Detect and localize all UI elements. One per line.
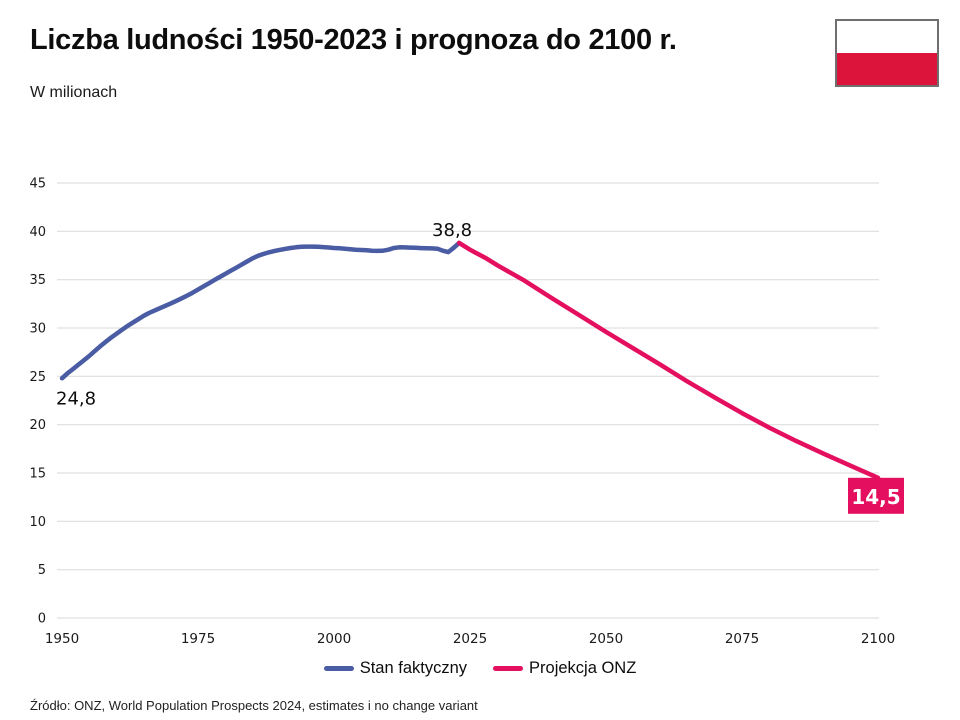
x-axis-tick-label: 2100	[861, 631, 895, 647]
poland-flag-icon	[835, 19, 939, 87]
flag-white-stripe	[837, 21, 937, 53]
y-axis-tick-label: 35	[29, 273, 46, 288]
y-axis-tick-label: 5	[38, 563, 46, 578]
y-axis-tick-label: 15	[29, 467, 46, 482]
x-axis-tick-label: 1975	[181, 631, 215, 647]
y-axis-tick-label: 0	[38, 612, 46, 627]
page-subtitle: W milionach	[30, 84, 118, 101]
legend-item-stan-faktyczny: Stan faktyczny	[323, 659, 468, 678]
y-axis-tick-label: 10	[29, 515, 46, 530]
x-axis-tick-label: 2050	[589, 631, 623, 647]
legend-swatch-pink-icon	[493, 666, 524, 671]
y-axis-tick-label: 30	[29, 322, 46, 337]
peak-value-label: 38,8	[432, 220, 472, 241]
y-axis-tick-label: 40	[29, 225, 46, 240]
x-axis-tick-label: 2075	[725, 631, 759, 647]
series-line-stan-faktyczny	[59, 240, 462, 381]
legend-label-projekcja-onz: Projekcja ONZ	[529, 659, 637, 677]
y-axis-tick-label: 25	[29, 370, 46, 385]
start-value-label: 24,8	[56, 388, 96, 409]
series-line-projekcja-onz	[456, 240, 881, 481]
x-axis-tick-label: 2000	[317, 631, 351, 647]
legend-item-projekcja-onz: Projekcja ONZ	[493, 659, 636, 678]
x-axis-tick-label: 2025	[453, 631, 487, 647]
end-value-box	[848, 477, 904, 514]
source-note: Źródło: ONZ, World Population Prospects …	[30, 698, 478, 713]
chart-legend: Stan faktyczny Projekcja ONZ	[0, 659, 960, 678]
page-title: Liczba ludności 1950-2023 i prognoza do …	[30, 24, 677, 56]
y-axis-tick-label: 45	[29, 177, 46, 192]
y-axis-tick-label: 20	[29, 418, 46, 433]
x-axis-tick-label: 1950	[45, 631, 79, 647]
end-value-label: 14,5	[851, 485, 900, 509]
legend-label-stan-faktyczny: Stan faktyczny	[359, 659, 468, 677]
legend-swatch-blue-icon	[323, 666, 354, 671]
flag-red-stripe	[837, 53, 937, 85]
